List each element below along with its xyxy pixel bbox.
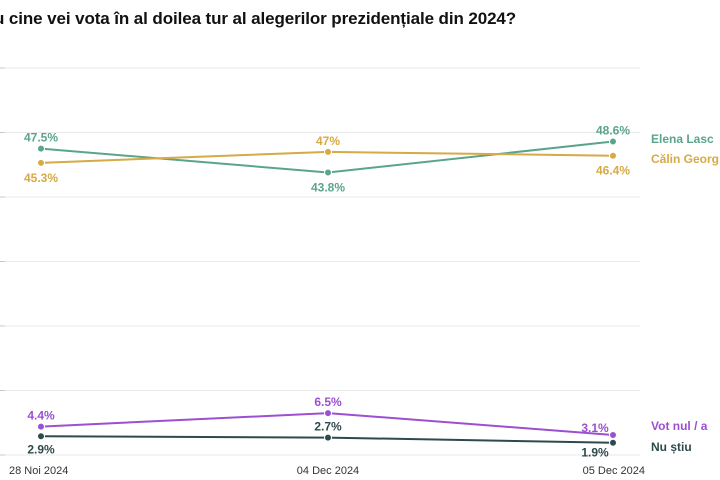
legend-label: Elena Lasc: [651, 132, 714, 146]
gridlines: [0, 67, 640, 456]
data-label: 6.5%: [314, 395, 342, 409]
series-legend: Elena Lasc Călin Georg Vot nul / a Nu știu: [651, 132, 719, 454]
x-tick-label: 28 Noi 2024: [9, 465, 68, 477]
data-label: 1.9%: [581, 446, 609, 460]
data-label: 2.9%: [27, 442, 55, 456]
data-point: [609, 438, 617, 447]
data-label: 4.4%: [27, 409, 55, 423]
data-label: 45.3%: [24, 171, 58, 185]
data-label: 43.8%: [311, 180, 345, 194]
data-label: 2.7%: [314, 420, 342, 434]
data-point: [609, 137, 617, 146]
data-point: [324, 168, 332, 177]
data-point: [324, 433, 332, 442]
x-tick-label: 05 Dec 2024: [583, 465, 645, 477]
x-tick-label: 04 Dec 2024: [297, 465, 359, 477]
data-labels: 47.5% 43.8% 48.6% 45.3% 47% 46.4% 4.4% 6.5% 3.1%…: [24, 124, 630, 460]
legend-label: Călin Georg: [651, 152, 719, 166]
data-point: [37, 158, 45, 167]
series-points: [37, 137, 617, 447]
data-point: [609, 431, 617, 440]
data-point: [37, 422, 45, 431]
x-axis-ticks: 28 Noi 2024 04 Dec 2024 05 Dec 2024: [9, 465, 645, 477]
legend-label: Vot nul / a: [651, 419, 708, 433]
data-label: 3.1%: [581, 421, 609, 435]
data-point: [609, 151, 617, 160]
chart-title: u cine vei vota în al doilea tur al aleg…: [0, 9, 517, 28]
data-label: 47%: [316, 134, 340, 148]
data-point: [324, 409, 332, 418]
data-point: [324, 147, 332, 156]
data-label: 48.6%: [596, 124, 630, 138]
data-point: [37, 432, 45, 441]
legend-label: Nu știu: [651, 440, 692, 454]
data-point: [37, 144, 45, 153]
data-label: 47.5%: [24, 131, 58, 145]
data-label: 46.4%: [596, 164, 630, 178]
